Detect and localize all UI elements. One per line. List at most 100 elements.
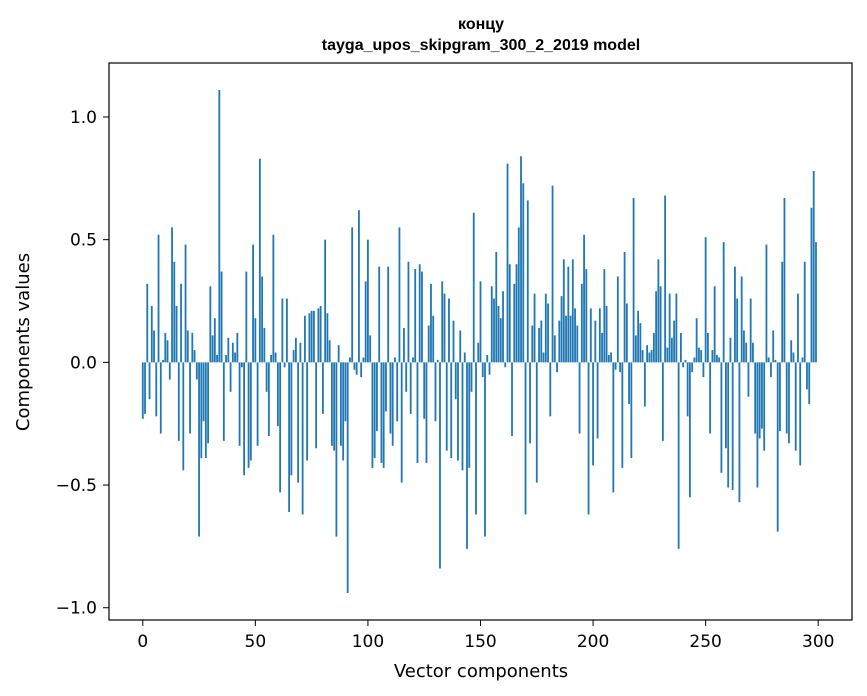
- bar: [580, 283, 583, 363]
- bar: [668, 293, 671, 363]
- chart-title: концу: [458, 16, 504, 33]
- bar: [400, 362, 403, 483]
- bar: [621, 362, 624, 468]
- bar: [540, 320, 543, 363]
- bar: [607, 355, 610, 363]
- bar: [405, 362, 408, 392]
- bar: [164, 332, 167, 363]
- bar: [358, 210, 360, 363]
- bar: [693, 357, 696, 363]
- bar: [686, 362, 689, 417]
- bar: [749, 298, 752, 363]
- bar: [783, 197, 786, 363]
- bar: [551, 185, 554, 363]
- bar: [342, 362, 345, 461]
- bar: [756, 362, 759, 488]
- bar: [472, 212, 475, 363]
- bar: [409, 362, 412, 414]
- x-tick-label: 150: [464, 632, 496, 652]
- bar: [484, 362, 486, 537]
- bar: [648, 352, 651, 363]
- bar: [517, 227, 520, 363]
- bar: [261, 276, 263, 363]
- bar: [207, 362, 209, 444]
- bar: [504, 362, 507, 368]
- bar: [481, 362, 484, 378]
- bar: [601, 332, 603, 363]
- bar: [761, 362, 763, 429]
- bar: [502, 291, 504, 363]
- bar: [321, 362, 324, 414]
- bar: [812, 170, 815, 363]
- x-axis-label: Vector components: [394, 661, 568, 682]
- bar: [538, 328, 540, 363]
- bar: [698, 347, 700, 363]
- bar: [380, 362, 383, 463]
- bar: [367, 239, 369, 363]
- bar: [301, 362, 304, 515]
- bar: [657, 259, 660, 363]
- bar: [360, 362, 363, 378]
- bar: [679, 332, 682, 363]
- bar: [499, 318, 502, 363]
- bar: [450, 362, 453, 459]
- bar: [166, 340, 169, 363]
- bar: [747, 362, 750, 397]
- bar: [328, 340, 331, 363]
- bar: [695, 318, 698, 363]
- bar: [155, 362, 158, 417]
- bar: [403, 328, 405, 363]
- bar: [535, 362, 538, 483]
- bar: [704, 237, 707, 363]
- bar: [315, 362, 318, 449]
- bar: [441, 281, 444, 363]
- bar: [216, 355, 218, 363]
- bar: [303, 315, 306, 363]
- bar: [583, 234, 585, 363]
- bar: [587, 362, 590, 515]
- bar: [691, 362, 694, 373]
- bar: [391, 362, 394, 446]
- bar: [285, 298, 288, 363]
- bar: [520, 156, 522, 363]
- bar: [249, 362, 252, 461]
- bar: [790, 340, 793, 363]
- bar: [463, 352, 466, 363]
- bar: [189, 362, 191, 434]
- bar: [788, 362, 790, 444]
- y-tick-label: −1.0: [56, 599, 97, 619]
- bar: [713, 286, 716, 363]
- bar: [202, 362, 205, 422]
- bar: [571, 259, 574, 363]
- bar: [806, 362, 808, 390]
- bar: [639, 323, 642, 363]
- bar: [234, 352, 236, 363]
- bar: [394, 357, 396, 363]
- bar: [290, 362, 293, 476]
- bar: [445, 362, 448, 451]
- bar: [324, 239, 327, 363]
- bar: [770, 362, 772, 378]
- bar: [432, 315, 435, 363]
- bar: [198, 362, 200, 537]
- y-tick-label: 0.5: [70, 231, 97, 251]
- bar: [524, 362, 527, 515]
- bar: [801, 357, 804, 363]
- bar: [430, 283, 432, 363]
- bar: [416, 362, 419, 463]
- bar: [459, 330, 462, 363]
- x-tick-label: 0: [137, 632, 148, 652]
- bar: [195, 362, 198, 380]
- bar: [337, 345, 340, 363]
- bar: [643, 362, 646, 407]
- bar: [414, 269, 417, 363]
- bar: [294, 337, 297, 363]
- bar: [200, 362, 203, 459]
- bar: [281, 298, 284, 363]
- bar: [589, 308, 592, 363]
- bar: [225, 355, 227, 363]
- bar: [711, 350, 714, 363]
- bar: [774, 359, 777, 363]
- bar: [439, 362, 441, 569]
- bar: [175, 305, 178, 363]
